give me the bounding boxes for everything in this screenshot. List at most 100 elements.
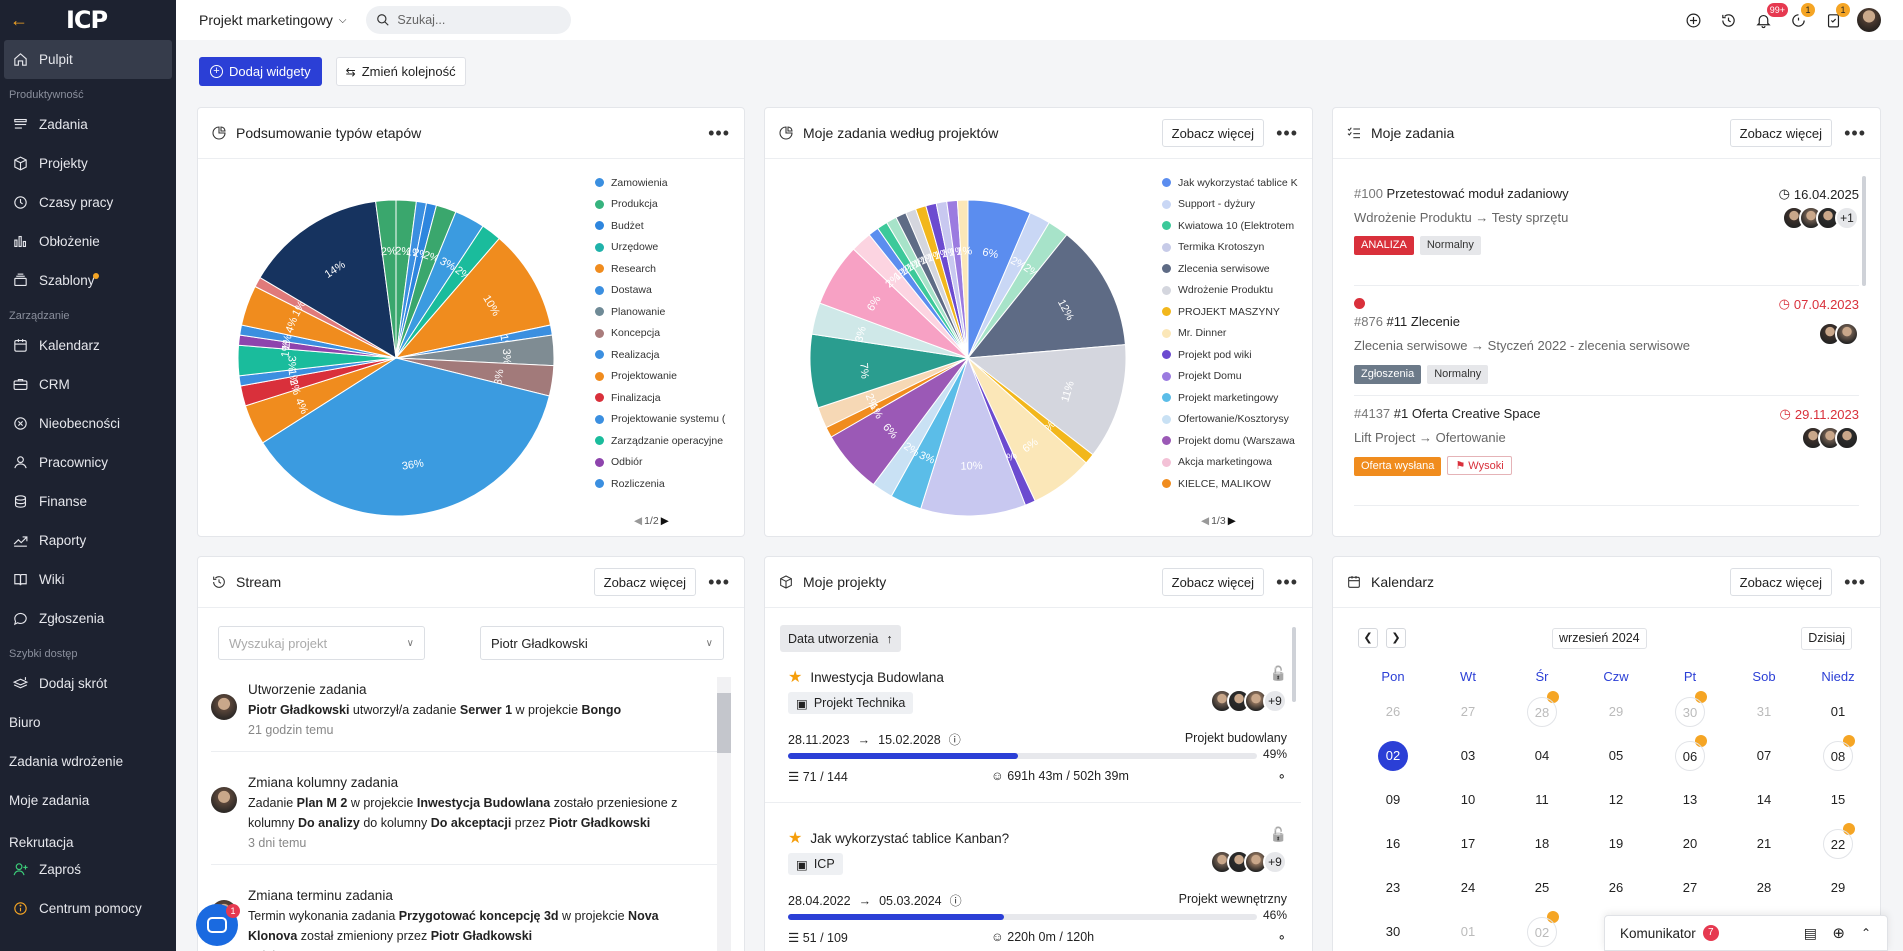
more-options-icon[interactable]: ••• — [1276, 572, 1298, 592]
task-title[interactable]: #1 Oferta Creative Space — [1393, 406, 1541, 421]
see-more-button[interactable]: Zobacz więcej — [1161, 568, 1264, 596]
task-assignees[interactable] — [1818, 322, 1859, 346]
legend-item[interactable]: Zlecenia serwisowe — [1162, 258, 1302, 280]
project-members[interactable]: +9 — [1210, 689, 1287, 713]
scrollbar[interactable] — [717, 677, 731, 951]
komunikator-bar[interactable]: Komunikator 7 ▤ ⊕ ⌃ — [1604, 915, 1888, 951]
task-item[interactable]: #100 Przetestować moduł zadaniowy ◷ 16.04.… — [1354, 176, 1859, 286]
calendar-day[interactable]: 23 — [1385, 880, 1401, 895]
pie-slice[interactable] — [956, 199, 969, 359]
calendar-day[interactable]: 15 — [1830, 792, 1846, 807]
calendar-day[interactable]: 17 — [1460, 836, 1476, 851]
sidebar-item-rekrutacja[interactable]: Rekrutacja — [9, 835, 74, 850]
legend-item[interactable]: Projektowanie systemu ( — [595, 409, 735, 431]
legend-pager[interactable]: ◀ 1/2 ▶ — [634, 515, 669, 527]
app-logo[interactable]: ICP — [66, 6, 108, 34]
user-avatar[interactable] — [1857, 8, 1881, 32]
calendar-day[interactable]: 09 — [1385, 792, 1401, 807]
legend-item[interactable]: Rozliczenia — [595, 473, 735, 495]
task-title[interactable]: Przetestować moduł zadaniowy — [1386, 186, 1569, 201]
sidebar-item-zadania-wdrożenie[interactable]: Zadania wdrożenie — [9, 754, 124, 769]
more-options-icon[interactable]: ••• — [1844, 123, 1866, 143]
tag-icon[interactable]: ⚬ — [1276, 931, 1287, 945]
calendar-day[interactable]: 21 — [1756, 836, 1772, 851]
project-item[interactable]: ★ Jak wykorzystać tablice Kanban? 🔓 ▣ ICP +9 2… — [788, 826, 1287, 951]
legend-item[interactable]: Support - dyżury — [1162, 194, 1302, 216]
pie-slice[interactable] — [920, 356, 1027, 517]
calendar-day[interactable]: 28 — [1527, 697, 1557, 727]
calendar-day[interactable]: 30 — [1385, 924, 1401, 939]
calendar-day[interactable]: 24 — [1460, 880, 1476, 895]
calendar-day[interactable]: 27 — [1460, 704, 1476, 719]
triangle-right-icon[interactable]: ▶ — [1227, 515, 1236, 527]
more-options-icon[interactable]: ••• — [708, 572, 730, 592]
calendar-day[interactable]: 13 — [1682, 792, 1698, 807]
info-icon[interactable]: ⓘ — [948, 733, 961, 747]
calendar-day[interactable]: 12 — [1608, 792, 1624, 807]
calendar-day[interactable]: 06 — [1675, 741, 1705, 771]
project-members[interactable]: +9 — [1210, 850, 1287, 874]
stream-event[interactable]: Zmiana kolumny zadania Zadanie Plan M 2 w… — [211, 773, 724, 865]
task-item[interactable]: #4137 #1 Oferta Creative Space ◷ 29.11.202… — [1354, 396, 1859, 506]
calendar-day[interactable]: 08 — [1823, 741, 1853, 771]
calendar-day[interactable]: 02 — [1527, 917, 1557, 947]
history-icon[interactable] — [1717, 9, 1739, 31]
legend-item[interactable]: Projekt pod wiki — [1162, 344, 1302, 366]
sidebar-item-projekty[interactable]: Projekty — [0, 144, 176, 183]
timer-icon[interactable]: 1 — [1787, 3, 1815, 31]
stream-event[interactable]: Utworzenie zadania Piotr Gładkowski utwor… — [211, 680, 724, 752]
task-assignees[interactable] — [1801, 426, 1859, 450]
sidebar-item-centrum-pomocy[interactable]: Centrum pomocy — [0, 889, 176, 928]
tag-icon[interactable]: ⚬ — [1276, 770, 1287, 784]
legend-pager[interactable]: ◀ 1/3 ▶ — [1201, 515, 1236, 527]
triangle-right-icon[interactable]: ▶ — [660, 515, 669, 527]
sidebar-item-zgłoszenia[interactable]: Zgłoszenia — [0, 599, 176, 638]
chevron-up-icon[interactable]: ⌃ — [1860, 926, 1871, 940]
sidebar-item-obłożenie[interactable]: Obłożenie — [0, 222, 176, 261]
legend-item[interactable]: Realizacja — [595, 344, 735, 366]
scrollbar[interactable] — [1292, 627, 1296, 702]
legend-item[interactable]: Projekt Domu — [1162, 366, 1302, 388]
task-assignees[interactable]: +1 — [1782, 206, 1859, 230]
calendar-day[interactable]: 11 — [1535, 792, 1549, 807]
triangle-left-icon[interactable]: ◀ — [634, 515, 643, 527]
calendar-day[interactable]: 01 — [1460, 924, 1476, 939]
sidebar-item-zaproś[interactable]: Zaproś — [0, 850, 176, 889]
sort-button[interactable]: Data utworzenia ↑ — [780, 625, 901, 652]
sidebar-item-pulpit[interactable]: Pulpit — [4, 40, 172, 79]
calendar-day[interactable]: 03 — [1460, 748, 1476, 763]
bell-icon[interactable]: 99+ — [1752, 3, 1788, 31]
unlock-icon[interactable]: 🔓 — [1269, 826, 1287, 842]
more-options-icon[interactable]: ••• — [708, 123, 730, 143]
legend-item[interactable]: Planowanie — [595, 301, 735, 323]
calendar-day[interactable]: 16 — [1385, 836, 1401, 851]
legend-item[interactable]: KIELCE, MALIKOW — [1162, 473, 1302, 495]
pie-slice[interactable] — [966, 344, 1127, 456]
legend-item[interactable]: Projektowanie — [595, 366, 735, 388]
see-more-button[interactable]: Zobacz więcej — [593, 568, 696, 596]
see-more-button[interactable]: Zobacz więcej — [1729, 119, 1832, 147]
task-title[interactable]: #11 Zlecenie — [1386, 314, 1461, 329]
calendar-day[interactable]: 27 — [1682, 880, 1698, 895]
project-name[interactable]: Inwestycja Budowlana — [810, 669, 944, 685]
legend-item[interactable]: Finalizacja — [595, 387, 735, 409]
calendar-day[interactable]: 04 — [1534, 748, 1550, 763]
add-circle-icon[interactable] — [1682, 9, 1704, 31]
legend-item[interactable]: Urzędowe — [595, 237, 735, 259]
user-select[interactable]: Piotr Gładkowski ∨ — [480, 626, 724, 660]
legend-item[interactable]: Ofertowanie/Kosztorysy — [1162, 409, 1302, 431]
legend-item[interactable]: Kwiatowa 10 (Elektrotem — [1162, 215, 1302, 237]
see-more-button[interactable]: Zobacz więcej — [1161, 119, 1264, 147]
arrow-left-icon[interactable]: ← — [10, 9, 28, 30]
month-select[interactable]: wrzesień 2024 — [1552, 628, 1647, 649]
legend-item[interactable]: Jak wykorzystać tablice K — [1162, 172, 1302, 194]
project-name[interactable]: Jak wykorzystać tablice Kanban? — [810, 830, 1010, 846]
sidebar-item-raporty[interactable]: Raporty — [0, 521, 176, 560]
calendar-day[interactable]: 26 — [1608, 880, 1624, 895]
legend-item[interactable]: Research — [595, 258, 735, 280]
calendar-day[interactable]: 07 — [1756, 748, 1772, 763]
legend-item[interactable]: Zamowienia — [595, 172, 735, 194]
star-icon[interactable]: ★ — [788, 669, 803, 686]
pie-slice[interactable] — [259, 200, 397, 359]
project-item[interactable]: ★ Inwestycja Budowlana 🔓 ▣ Projekt Technika +… — [765, 665, 1301, 817]
